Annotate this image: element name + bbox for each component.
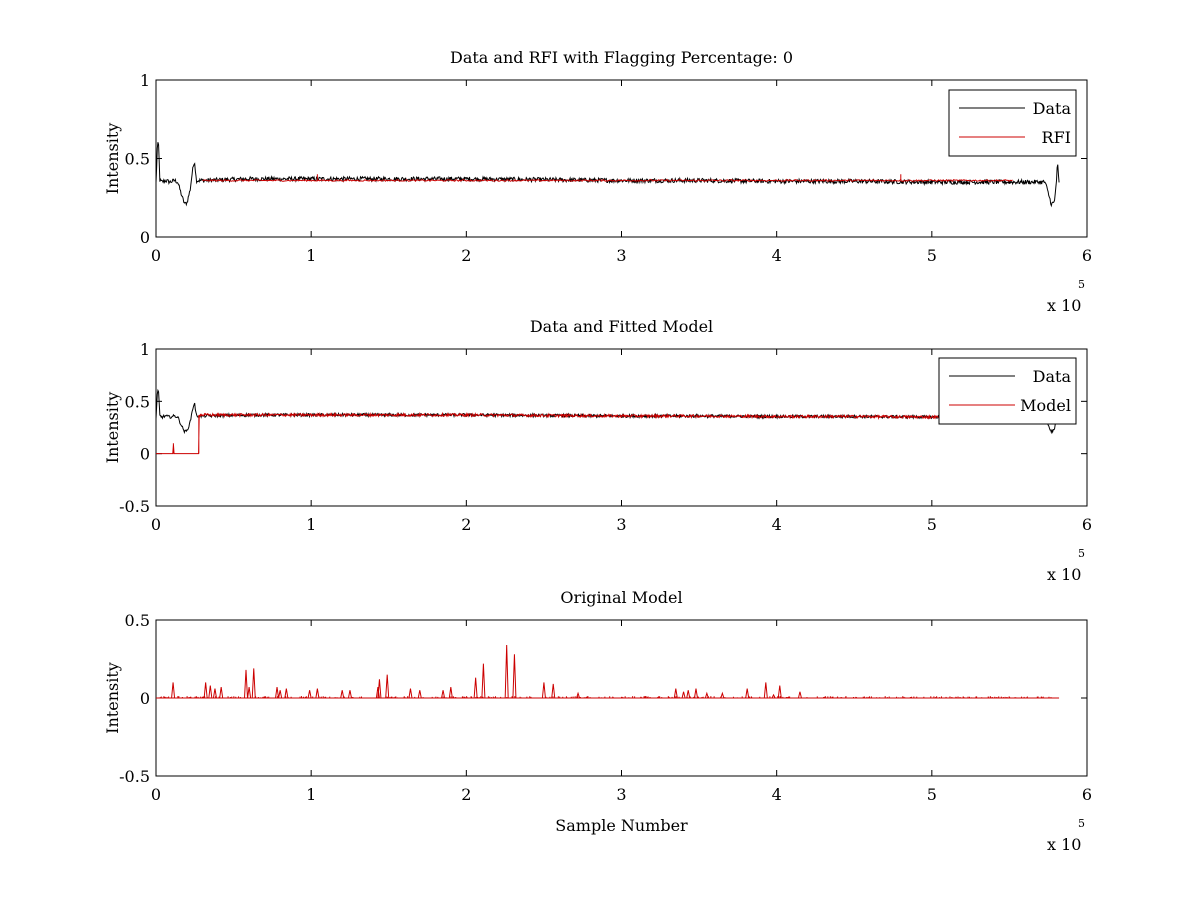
x-multiplier-exponent: 5 bbox=[1078, 817, 1085, 830]
x-tick-label: 3 bbox=[616, 785, 626, 804]
x-tick-label: 5 bbox=[927, 246, 937, 265]
legend-label: Data bbox=[1033, 367, 1072, 386]
legend: Data Model bbox=[938, 357, 1077, 425]
x-tick-label: 2 bbox=[461, 246, 471, 265]
plot-area bbox=[156, 142, 1060, 208]
x-axis-label: Sample Number bbox=[555, 816, 688, 835]
x-tick-label: 3 bbox=[616, 246, 626, 265]
x-tick-label: 1 bbox=[306, 785, 316, 804]
y-axis-label: Intensity bbox=[103, 662, 122, 734]
plot-area bbox=[156, 644, 1060, 699]
x-tick-label: 6 bbox=[1082, 246, 1092, 265]
subplots: 0 1 2 3 4 5 6 0 0.5 1 Data and RFI with Flagging P… bbox=[103, 48, 1092, 854]
y-tick-label: -0.5 bbox=[119, 767, 150, 786]
x-tick-label: 5 bbox=[927, 515, 937, 534]
subplot-1: 0 1 2 3 4 5 6 0 0.5 1 Data and RFI with Flagging P… bbox=[103, 48, 1092, 315]
y-tick-label: 1 bbox=[140, 71, 150, 90]
y-tick-label: -0.5 bbox=[119, 497, 150, 516]
series-line-model-spikes bbox=[156, 644, 1060, 699]
y-tick-label: 0.5 bbox=[125, 392, 150, 411]
legend-label: Data bbox=[1033, 99, 1072, 118]
x-tick-label: 0 bbox=[151, 246, 161, 265]
x-tick-label: 1 bbox=[306, 515, 316, 534]
chart-title: Data and RFI with Flagging Percentage: 0 bbox=[450, 48, 793, 67]
x-tick-label: 6 bbox=[1082, 515, 1092, 534]
y-tick-label: 0.5 bbox=[125, 611, 150, 630]
y-tick-label: 0 bbox=[140, 689, 150, 708]
series-line-rfi bbox=[202, 174, 1013, 183]
legend: Data RFI bbox=[948, 89, 1077, 157]
series-line-model bbox=[156, 411, 1060, 455]
x-tick-label: 4 bbox=[772, 246, 782, 265]
x-multiplier: x 10 bbox=[1047, 835, 1081, 854]
x-tick-label: 6 bbox=[1082, 785, 1092, 804]
chart-title: Data and Fitted Model bbox=[530, 317, 713, 336]
plot-area bbox=[156, 388, 1060, 455]
y-tick-label: 0 bbox=[140, 228, 150, 247]
y-axis-label: Intensity bbox=[103, 392, 122, 464]
legend-box bbox=[948, 89, 1077, 157]
x-tick-label: 4 bbox=[772, 515, 782, 534]
legend-label: RFI bbox=[1042, 128, 1071, 147]
x-multiplier: x 10 bbox=[1047, 565, 1081, 584]
chart-title: Original Model bbox=[560, 588, 682, 607]
y-tick-label: 0.5 bbox=[125, 150, 150, 169]
x-tick-label: 3 bbox=[616, 515, 626, 534]
x-tick-label: 5 bbox=[927, 785, 937, 804]
x-tick-label: 4 bbox=[772, 785, 782, 804]
x-tick-label: 1 bbox=[306, 246, 316, 265]
x-multiplier: x 10 bbox=[1047, 296, 1081, 315]
y-tick-label: 0 bbox=[140, 445, 150, 464]
legend-label: Model bbox=[1020, 396, 1071, 415]
y-axis-label: Intensity bbox=[103, 123, 122, 195]
x-tick-label: 2 bbox=[461, 515, 471, 534]
x-multiplier-exponent: 5 bbox=[1078, 547, 1085, 560]
y-tick-label: 1 bbox=[140, 340, 150, 359]
x-tick-label: 2 bbox=[461, 785, 471, 804]
x-tick-label: 0 bbox=[151, 515, 161, 534]
x-tick-label: 0 bbox=[151, 785, 161, 804]
legend-box bbox=[938, 357, 1077, 425]
x-multiplier-exponent: 5 bbox=[1078, 278, 1085, 291]
